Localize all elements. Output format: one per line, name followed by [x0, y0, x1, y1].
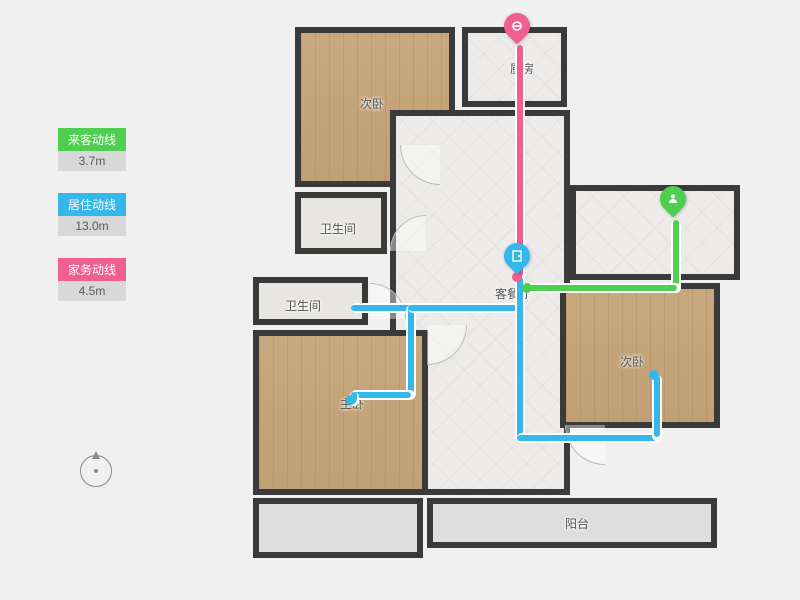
legend-label: 居住动线 — [58, 193, 126, 216]
compass-icon — [80, 455, 112, 487]
flow-end-dot — [346, 395, 356, 405]
legend-label: 来客动线 — [58, 128, 126, 151]
flow-marker — [504, 243, 530, 277]
flow-marker — [504, 13, 530, 47]
flow-line — [351, 305, 411, 311]
room-label: 次卧 — [620, 353, 644, 370]
legend-value: 3.7m — [58, 151, 126, 171]
legend-label: 家务动线 — [58, 258, 126, 281]
flow-line — [527, 285, 677, 291]
room — [253, 498, 423, 558]
legend-value: 4.5m — [58, 281, 126, 301]
room-label: 卫生间 — [285, 297, 321, 314]
flow-end-dot — [649, 370, 659, 380]
flow-line — [517, 435, 657, 441]
door-arc — [565, 425, 605, 465]
legend-item-guest: 来客动线 3.7m — [58, 128, 126, 171]
flow-end-dot — [522, 283, 532, 293]
room-label: 阳台 — [565, 515, 589, 532]
flow-marker — [660, 186, 686, 220]
room — [253, 330, 428, 495]
flow-line — [517, 277, 523, 437]
flow-line — [408, 305, 520, 311]
flow-line — [654, 375, 660, 437]
legend: 来客动线 3.7m 居住动线 13.0m 家务动线 4.5m — [58, 128, 126, 323]
legend-value: 13.0m — [58, 216, 126, 236]
legend-item-chore: 家务动线 4.5m — [58, 258, 126, 301]
flow-line — [408, 305, 414, 395]
room-label: 次卧 — [360, 95, 384, 112]
floor-plan: 次卧厨房卫生间卫生间客餐厅次卧主卧阳台 — [195, 15, 755, 585]
flow-line — [673, 220, 679, 288]
flow-line — [351, 392, 411, 398]
legend-item-living: 居住动线 13.0m — [58, 193, 126, 236]
room-label: 卫生间 — [320, 220, 356, 237]
room — [570, 185, 740, 280]
